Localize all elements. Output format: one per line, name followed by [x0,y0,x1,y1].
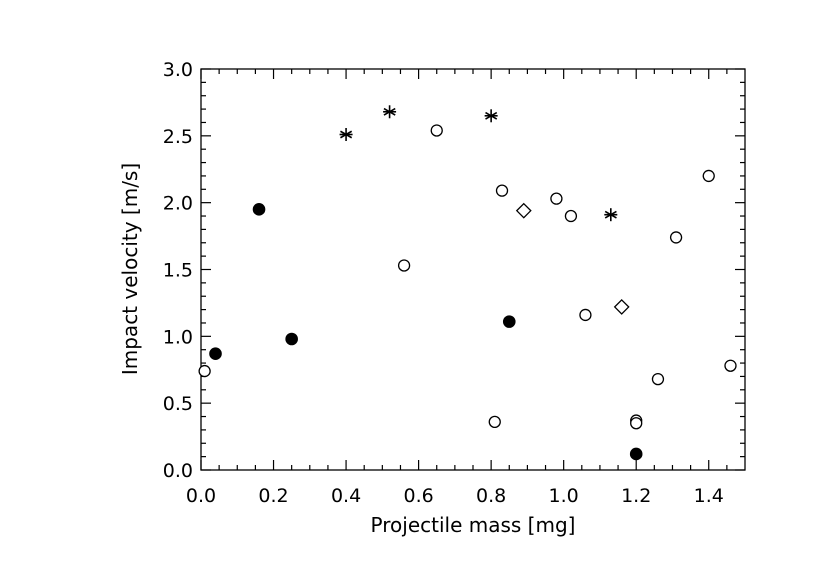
filled-circle-point [629,447,643,461]
y-tick-label: 0.5 [163,393,193,415]
x-tick-label: 0.0 [186,485,216,507]
y-tick-label: 2.5 [163,126,193,148]
y-tick-label: 1.0 [163,326,193,348]
y-axis-label: Impact velocity [m/s] [118,163,142,375]
open-circle-point [495,184,509,197]
y-tick-label: 3.0 [163,59,193,81]
diamond-point [515,202,532,219]
open-circle-point [488,415,501,429]
x-tick-label: 0.6 [403,485,433,507]
y-tick-label: 1.5 [163,260,193,282]
open-circle-point [651,372,665,386]
x-tick-label: 1.4 [694,485,724,507]
asterisk-point [339,127,353,141]
data-markers [198,105,737,461]
y-tick-label: 0.0 [163,460,193,482]
filled-circle-point [252,203,266,216]
open-circle-point [702,169,715,183]
axis-ticks [200,68,745,471]
diamond-point [613,299,630,315]
filled-circle-point [209,347,222,361]
x-tick-label: 0.4 [331,485,361,507]
open-circle-point [430,124,443,137]
y-tick-label: 2.0 [163,193,193,215]
plot-frame [200,68,746,471]
open-circle-point [397,259,411,272]
x-tick-label: 1.0 [549,485,579,507]
open-circle-point [724,359,737,372]
x-tick-label: 0.8 [476,485,506,507]
x-tick-label: 0.2 [258,485,288,507]
tick-labels: 0.0 0.2 0.4 0.6 0.8 1.0 1.2 1.4 0.0 0.5 1.0 1.5 2.0 2… [163,59,724,507]
asterisk-point [604,208,618,222]
open-circle-point [198,364,211,378]
open-circle-point [579,308,592,322]
open-circle-point [564,209,578,223]
filled-circle-point [502,315,516,328]
asterisk-point [484,109,498,123]
asterisk-point [383,105,397,119]
x-axis-label: Projectile mass [mg] [371,513,576,537]
filled-circle-point [285,332,298,346]
x-tick-label: 1.2 [621,485,651,507]
open-circle-point [630,417,643,430]
open-circle-point [669,231,683,244]
open-circle-point [550,192,563,205]
